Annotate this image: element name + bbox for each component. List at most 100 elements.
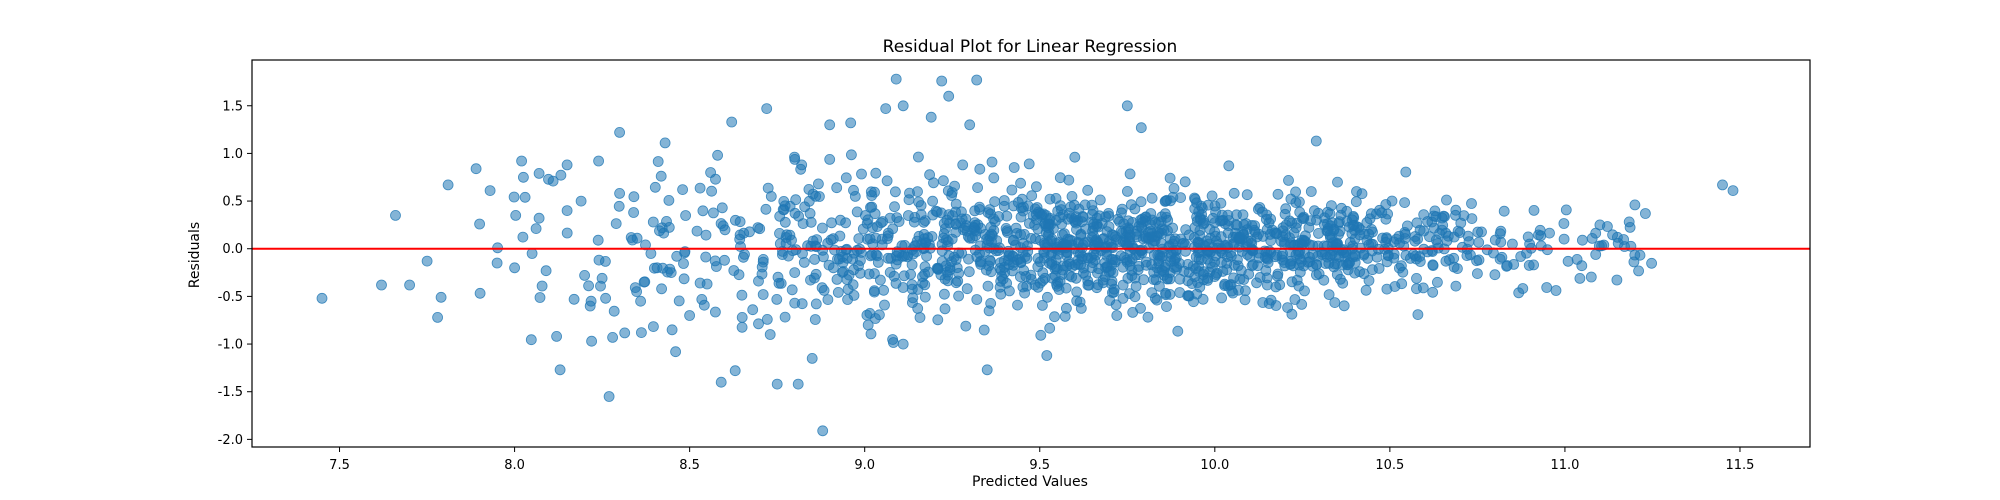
x-tick-label: 7.5 xyxy=(329,458,350,473)
scatter-point xyxy=(862,214,874,226)
scatter-point xyxy=(593,254,605,266)
scatter-point xyxy=(1399,197,1410,209)
scatter-point xyxy=(614,187,625,199)
scatter-point xyxy=(1619,241,1630,252)
scatter-point xyxy=(1023,158,1035,170)
scatter-point xyxy=(1160,287,1171,299)
scatter-point xyxy=(1374,204,1385,216)
scatter-point xyxy=(652,156,664,167)
scatter-point xyxy=(613,200,625,212)
scatter-point xyxy=(831,273,843,285)
scatter-point xyxy=(1015,177,1026,189)
scatter-point xyxy=(1124,288,1135,300)
x-axis-label: Predicted Values xyxy=(972,474,1088,490)
scatter-point xyxy=(316,292,328,304)
scatter-point xyxy=(1411,272,1422,284)
scatter-point xyxy=(925,111,937,123)
scatter-point xyxy=(600,292,611,304)
scatter-point xyxy=(1038,208,1049,220)
scatter-point xyxy=(736,289,748,301)
scatter-point xyxy=(659,137,671,149)
scatter-point xyxy=(1280,203,1292,215)
scatter-point xyxy=(1240,218,1252,230)
scatter-point xyxy=(915,209,927,220)
scatter-point xyxy=(726,116,738,128)
scatter-point xyxy=(608,305,620,317)
scatter-point xyxy=(534,292,546,303)
scatter-point xyxy=(1381,283,1393,295)
scatter-point xyxy=(1155,251,1166,263)
scatter-point xyxy=(1441,235,1453,247)
scatter-point xyxy=(1418,225,1430,237)
scatter-point xyxy=(792,378,804,390)
scatter-point xyxy=(1507,238,1518,250)
scatter-point xyxy=(645,248,657,259)
scatter-point xyxy=(1515,251,1527,262)
scatter-point xyxy=(857,223,869,235)
scatter-point xyxy=(1611,274,1623,286)
scatter-point xyxy=(518,171,529,183)
scatter-point xyxy=(1061,260,1073,272)
scatter-point xyxy=(773,277,785,289)
scatter-point xyxy=(1025,273,1037,285)
scatter-point xyxy=(1244,251,1256,262)
scatter-point xyxy=(654,225,665,237)
scatter-point xyxy=(517,231,529,243)
scatter-point xyxy=(818,284,830,296)
scatter-point xyxy=(884,266,896,278)
scatter-point xyxy=(752,222,764,234)
scatter-point xyxy=(789,151,800,163)
scatter-point xyxy=(1228,187,1240,199)
scatter-point xyxy=(972,182,983,194)
scatter-point xyxy=(530,223,542,235)
scatter-point xyxy=(614,126,625,138)
scatter-point xyxy=(1232,254,1243,266)
scatter-point xyxy=(1396,278,1408,290)
scatter-point xyxy=(1146,259,1157,271)
scatter-point xyxy=(1558,233,1570,245)
scatter-point xyxy=(1123,226,1134,238)
scatter-point xyxy=(1118,218,1130,230)
scatter-point xyxy=(957,159,969,171)
scatter-point xyxy=(1523,259,1535,271)
scatter-point xyxy=(595,280,606,292)
scatter-point xyxy=(871,250,883,262)
scatter-point xyxy=(890,73,902,85)
scatter-point xyxy=(540,265,552,277)
scatter-point xyxy=(665,267,677,279)
scatter-point xyxy=(1465,249,1476,261)
scatter-point xyxy=(890,186,901,198)
x-tick-label: 8.0 xyxy=(504,458,525,473)
scatter-point xyxy=(636,327,647,339)
scatter-point xyxy=(796,298,808,310)
scatter-point xyxy=(1269,251,1281,263)
scatter-point xyxy=(734,216,746,228)
scatter-point xyxy=(771,293,783,305)
scatter-point xyxy=(1633,265,1644,277)
scatter-point xyxy=(603,391,615,402)
scatter-point xyxy=(1171,261,1182,273)
scatter-point xyxy=(1210,269,1222,280)
scatter-point xyxy=(536,280,548,292)
scatter-point xyxy=(971,74,983,86)
scatter-point xyxy=(1400,166,1412,178)
scatter-point xyxy=(1183,290,1195,302)
scatter-point xyxy=(856,168,867,180)
scatter-point xyxy=(1350,196,1362,208)
scatter-point xyxy=(1251,277,1262,289)
scatter-point xyxy=(928,177,939,189)
scatter-point xyxy=(939,288,950,300)
scatter-point xyxy=(1107,267,1119,279)
scatter-point xyxy=(1590,227,1602,239)
scatter-point xyxy=(1015,271,1026,283)
scatter-point xyxy=(648,321,659,333)
scatter-point xyxy=(1466,198,1477,209)
scatter-point xyxy=(1411,283,1422,295)
scatter-point xyxy=(666,324,678,336)
scatter-point xyxy=(848,184,859,196)
scatter-point xyxy=(1410,250,1421,262)
scatter-point xyxy=(1075,229,1087,241)
scatter-point xyxy=(1172,325,1184,337)
scatter-point xyxy=(870,167,882,179)
